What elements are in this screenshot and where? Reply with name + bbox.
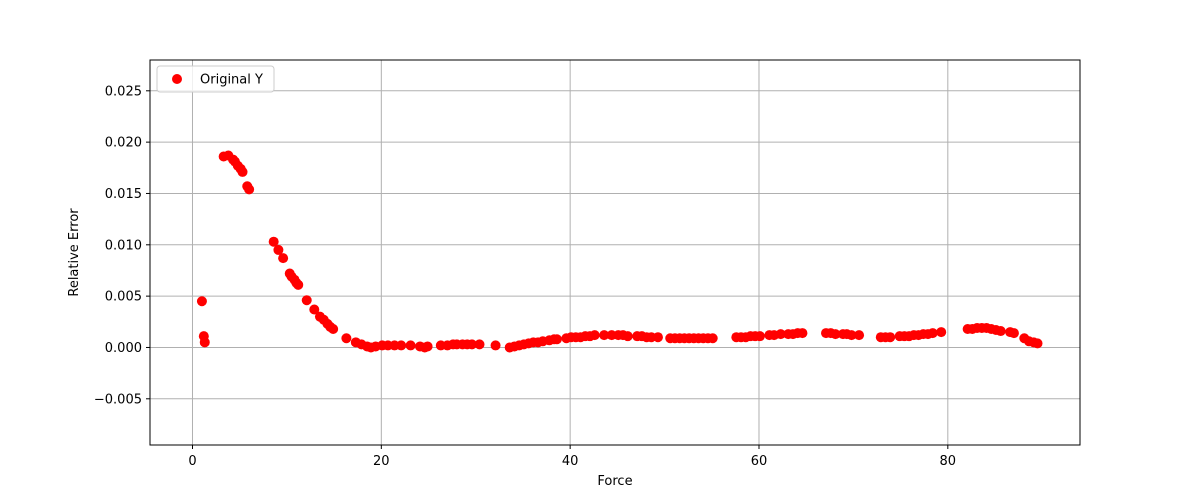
data-point	[268, 236, 279, 247]
x-axis-ticks: 0 20 40 60 80	[188, 445, 956, 469]
data-point	[927, 328, 938, 339]
legend-marker	[172, 74, 182, 84]
data-point	[854, 330, 865, 341]
data-point	[244, 184, 255, 195]
legend-box	[156, 65, 275, 93]
plot-frame	[149, 59, 1081, 446]
y-axis-label: Relative Error	[67, 208, 82, 297]
data-point	[936, 327, 947, 338]
data-point	[309, 304, 320, 315]
data-point	[652, 332, 663, 343]
data-point	[328, 323, 339, 334]
data-point	[341, 333, 352, 344]
y-tick-label: 0.000	[105, 341, 142, 356]
data-point	[775, 329, 786, 340]
legend-label: Original Y	[200, 73, 263, 88]
y-tick-label: −0.005	[94, 392, 142, 407]
data-point	[995, 326, 1006, 337]
x-tick-label: 20	[373, 454, 390, 469]
y-axis-ticks: −0.005 0.000 0.005 0.010 0.015 0.020 0.025	[94, 84, 150, 407]
data-point	[551, 334, 562, 345]
data-point	[830, 329, 841, 340]
legend: Original Y	[156, 65, 275, 93]
data-point	[846, 330, 857, 341]
grid-lines	[150, 60, 1080, 445]
data-point	[754, 331, 765, 342]
x-tick-label: 0	[188, 454, 196, 469]
x-tick-label: 40	[562, 454, 579, 469]
data-point	[396, 340, 407, 351]
y-tick-label: 0.020	[105, 136, 142, 151]
x-axis-label: Force	[597, 474, 632, 489]
y-tick-label: 0.015	[105, 187, 142, 202]
data-point	[278, 253, 289, 264]
data-point	[622, 331, 633, 342]
data-point	[490, 340, 501, 351]
data-point	[474, 339, 485, 350]
data-point	[199, 337, 210, 348]
data-point	[405, 340, 416, 351]
data-point	[797, 328, 808, 339]
y-tick-label: 0.010	[105, 238, 142, 253]
data-point	[589, 330, 600, 341]
y-tick-label: 0.025	[105, 84, 142, 99]
data-points	[196, 150, 1043, 353]
data-point	[273, 244, 284, 255]
x-tick-label: 60	[751, 454, 768, 469]
data-point	[1008, 328, 1019, 339]
data-point	[196, 296, 207, 307]
data-point	[707, 333, 718, 344]
data-point	[1032, 338, 1043, 349]
data-point	[466, 339, 477, 350]
x-tick-label: 80	[940, 454, 957, 469]
data-point	[422, 341, 433, 352]
data-point	[237, 166, 248, 177]
data-point	[293, 279, 304, 290]
y-tick-label: 0.005	[105, 290, 142, 305]
data-point	[885, 332, 896, 343]
data-point	[301, 295, 312, 306]
data-point	[599, 330, 610, 341]
